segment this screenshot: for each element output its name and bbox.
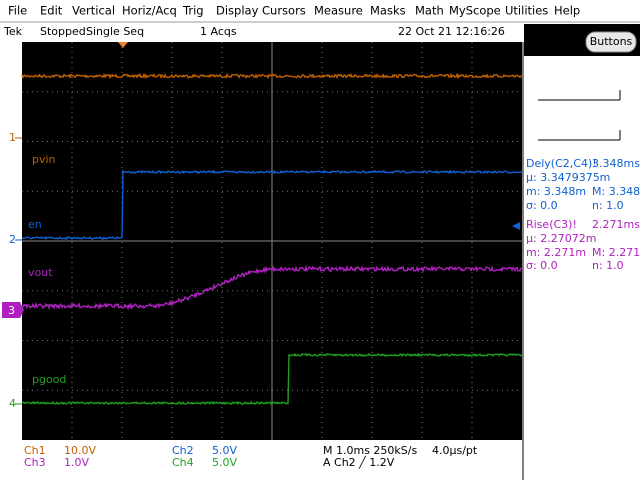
menu-item[interactable]: Utilities <box>505 4 548 18</box>
meas-count: n: 1.0 <box>592 259 624 272</box>
meas-value: 2.271ms <box>592 218 640 231</box>
measurement: Rise(C3)! 2.271ms µ: 2.27072m m: 2.271m … <box>526 218 640 272</box>
traces <box>21 72 523 406</box>
trace-label: pvin <box>32 153 56 166</box>
meas-min: m: 2.271m <box>526 246 586 259</box>
waveform <box>21 72 523 80</box>
marker-box <box>2 302 24 318</box>
menu-item[interactable]: Measure <box>314 4 363 18</box>
datetime: 22 Oct 21 12:16:26 <box>398 25 505 38</box>
grid <box>22 42 522 440</box>
menu-item[interactable]: Vertical <box>72 4 115 18</box>
meas-count: n: 1.0 <box>592 199 624 212</box>
measurement: Dely(C2,C4)! 3.348ms µ: 3.3479375m m: 3.… <box>526 157 640 212</box>
channel-marker: 4 <box>9 397 16 410</box>
meas-sigma: σ: 0.0 <box>526 259 558 272</box>
buttons-button[interactable] <box>585 31 637 53</box>
ch2-scale: 5.0V <box>212 444 237 457</box>
ch4-scale: 5.0V <box>212 456 237 469</box>
acq-count: 1 Acqs <box>200 25 237 38</box>
trigger-level <box>512 222 520 230</box>
menu-item[interactable]: Math <box>415 4 444 18</box>
menu-item[interactable]: Horiz/Acq <box>122 4 177 18</box>
meas-max: M: 2.271n <box>592 246 640 259</box>
trigger-setting: A Ch2 ╱ 1.2V <box>323 455 395 469</box>
menu-item[interactable]: File <box>8 4 27 18</box>
brand: Tek <box>3 25 23 38</box>
menu-item[interactable]: Edit <box>40 4 63 18</box>
acq-state: Stopped <box>40 25 86 38</box>
meas-value: 3.348ms <box>592 157 640 170</box>
buttons-label[interactable]: Buttons <box>590 35 633 48</box>
waveform <box>21 352 523 406</box>
meas-title: Rise(C3)! <box>526 218 577 231</box>
waveform <box>21 169 523 241</box>
trace-label: en <box>28 218 42 231</box>
trace-label: vout <box>28 266 53 279</box>
ch1-scale: 10.0V <box>64 444 96 457</box>
menu-item[interactable]: Help <box>554 4 580 18</box>
acq-mode: Single Seq <box>86 25 144 38</box>
menu-bar <box>0 0 640 22</box>
menu-item[interactable]: Masks <box>370 4 406 18</box>
ch3-label: Ch3 <box>24 456 46 469</box>
ch3-scale: 1.0V <box>64 456 89 469</box>
meas-min: m: 3.348m <box>526 185 586 198</box>
menu-items: File Edit Vertical Horiz/Acq Trig Display Curs… <box>8 4 580 18</box>
meas-mean: µ: 3.3479375m <box>526 171 610 184</box>
meas-max: M: 3.348n <box>592 185 640 198</box>
menu-item[interactable]: Trig <box>182 4 204 18</box>
ch4-label: Ch4 <box>172 456 194 469</box>
ch2-label: Ch2 <box>172 444 194 457</box>
menu-item[interactable]: Cursors <box>262 4 306 18</box>
meas-mean: µ: 2.27072m <box>526 232 596 245</box>
ch1-label: Ch1 <box>24 444 46 457</box>
trigger-position <box>118 42 128 48</box>
menu-item[interactable]: MyScope <box>449 4 501 18</box>
resolution: 4.0µs/pt <box>432 444 478 457</box>
channel-marker: 3 <box>8 304 15 317</box>
menu-item[interactable]: Display <box>216 4 259 18</box>
trace-label: pgood <box>32 373 66 386</box>
meas-sigma: σ: 0.0 <box>526 199 558 212</box>
channel-marker: 1 <box>9 131 16 144</box>
meas-title: Dely(C2,C4)! <box>526 157 597 170</box>
waveform <box>21 264 523 311</box>
timebase: M 1.0ms 250kS/s <box>323 444 417 457</box>
channel-marker: 2 <box>9 233 16 246</box>
